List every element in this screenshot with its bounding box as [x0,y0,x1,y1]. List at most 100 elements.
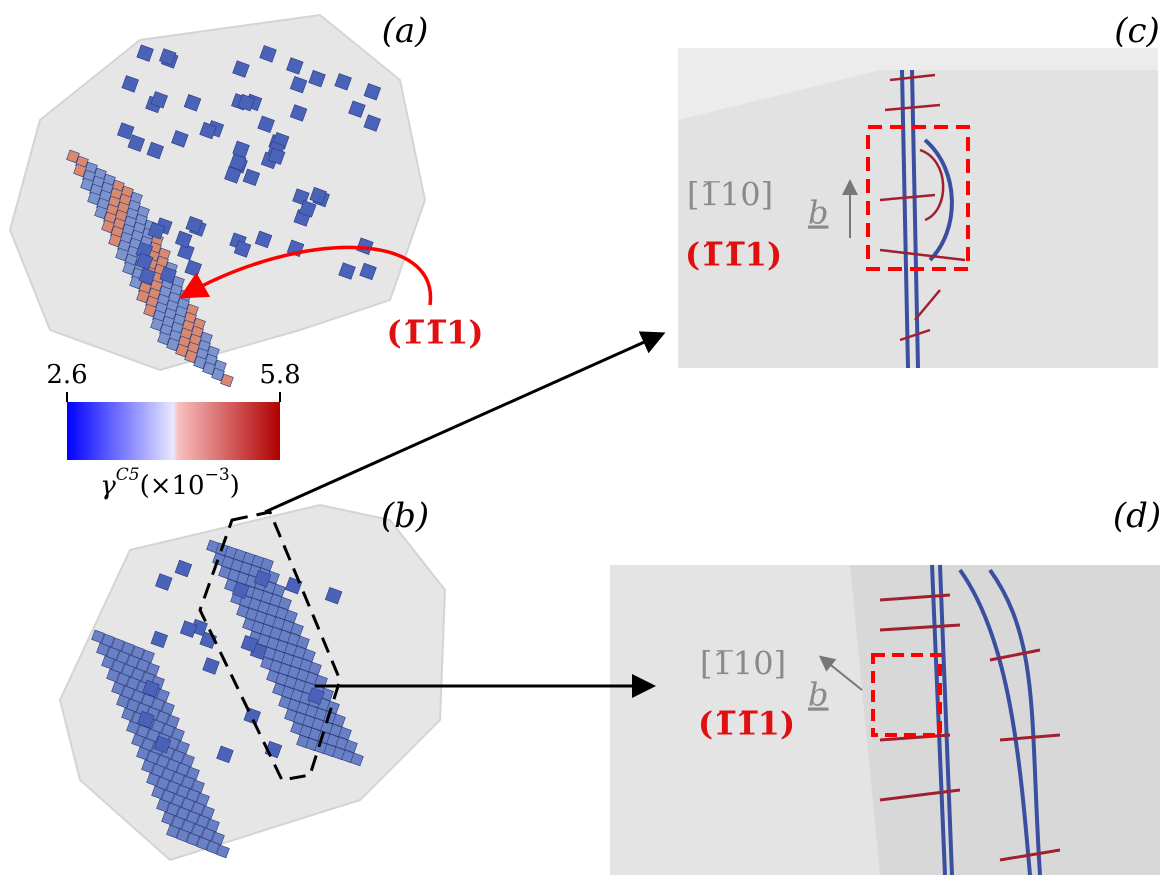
burgers-arrow [818,655,863,691]
voxel [155,573,173,591]
voxel [175,343,189,358]
voxel [179,620,198,638]
voxel [229,153,247,172]
voxel [121,707,135,722]
voxel [121,75,139,93]
voxel [116,122,135,140]
voxel [253,570,272,588]
voxel [233,240,252,258]
voxel [206,840,220,855]
panel-label: (a) [382,11,429,51]
unit-close: ) [230,471,240,501]
voxel [334,73,352,91]
voxel [344,739,358,754]
colorbar-label: γC5(×10−3) [100,465,240,502]
voxel [232,60,250,78]
voxel [161,811,175,826]
voxel [174,559,193,578]
voxel [284,609,298,624]
voxel [359,262,377,281]
voxel [66,149,80,164]
voxel [138,267,156,285]
voxel [127,134,145,152]
direction-label: [1̅10] [700,645,786,683]
voxel [237,93,255,112]
voxel [267,147,286,165]
voxel [296,635,310,650]
voxel [147,222,166,240]
voxel [159,266,177,284]
voxel [136,746,150,761]
voxel [224,166,242,184]
voxel [272,583,286,598]
voxel [159,48,177,66]
voxel [324,586,343,605]
colorbar-ticks: 2.6 5.8 [46,360,301,402]
voxel [122,261,136,276]
voxel [94,205,108,220]
voxel [299,200,317,218]
voxel [260,557,274,572]
voxel [146,772,160,787]
voxel [308,69,326,88]
highlight-box [871,653,942,737]
voxel [332,713,346,728]
colorbar-tick-label: 5.8 [259,360,300,390]
voxel [286,57,304,75]
voxel [106,668,120,683]
voxel [308,661,322,676]
voxel [290,622,304,637]
voxel [216,745,234,764]
voxel [176,828,190,843]
voxel [137,710,155,729]
dislocations-red [879,593,1061,862]
voxel [184,349,198,364]
voxel [259,45,277,63]
voxel [185,215,203,234]
voxel [91,629,105,644]
voxel [87,191,101,206]
voxel [307,687,325,705]
arrow [264,331,666,514]
symbol: γ [100,471,116,501]
panel-label: (b) [381,496,429,536]
voxel [193,355,207,370]
surface [850,565,1160,875]
voxel [232,140,250,159]
voxel [363,83,382,101]
voxel [156,798,170,813]
voxel [289,104,308,122]
superscript: C5 [116,465,140,485]
voxel [338,262,356,280]
voxel [96,642,110,657]
voxel [220,373,234,388]
unit: (×10 [140,471,205,501]
voxel [240,635,259,653]
voxel [111,681,125,696]
voxel [141,759,155,774]
colorbar [67,402,280,460]
grain-a [8,13,427,372]
voxel [157,331,171,346]
voxel [350,752,364,767]
voxel [309,186,327,205]
voxel [136,44,154,62]
voxel [150,630,168,649]
voxel [257,115,275,134]
dislocations-blue [930,564,1042,875]
voxel [302,648,316,663]
voxel [80,177,94,192]
voxel [196,836,210,851]
voxel [171,130,189,148]
voxel [135,252,154,271]
arrow [178,245,433,306]
voxel [216,844,230,859]
voxel [108,233,122,248]
voxel [115,247,129,262]
voxel [136,289,150,304]
voxel [199,121,217,140]
voxel [338,726,352,741]
voxel [278,596,292,611]
voxel [116,694,130,709]
